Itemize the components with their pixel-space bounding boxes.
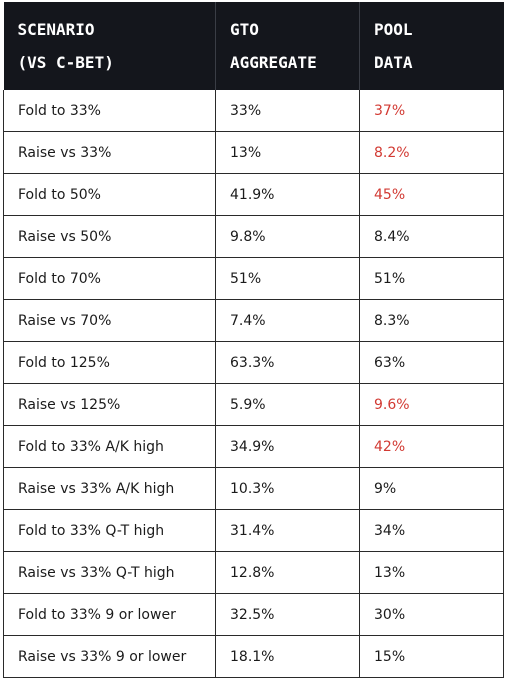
gto-cell: 33% <box>215 90 360 132</box>
pool-cell: 15% <box>359 635 504 678</box>
table-row: Raise vs 33% 13% 8.2% <box>3 131 504 174</box>
table-row: Raise vs 33% Q-T high 12.8% 13% <box>3 551 504 594</box>
scenario-cell: Fold to 33% <box>3 90 216 132</box>
scenario-cell: Raise vs 33% <box>3 131 216 174</box>
pool-cell: 9.6% <box>359 383 504 426</box>
gto-cell: 18.1% <box>215 635 360 678</box>
pool-cell: 8.2% <box>359 131 504 174</box>
table-row: Raise vs 125% 5.9% 9.6% <box>3 383 504 426</box>
scenario-cell: Raise vs 70% <box>3 299 216 342</box>
gto-cell: 51% <box>215 257 360 300</box>
pool-cell: 8.4% <box>359 215 504 258</box>
table-row: Fold to 50% 41.9% 45% <box>3 173 504 216</box>
header-scenario-line-1: SCENARIO <box>17 20 95 39</box>
pool-cell: 13% <box>359 551 504 594</box>
table-row: Raise vs 33% A/K high 10.3% 9% <box>3 467 504 510</box>
gto-cell: 34.9% <box>215 425 360 468</box>
pool-cell: 34% <box>359 509 504 552</box>
scenario-cell: Fold to 33% A/K high <box>3 425 216 468</box>
table-row: Fold to 33% 9 or lower 32.5% 30% <box>3 593 504 636</box>
header-gto-line-2: AGGREGATE <box>230 53 317 72</box>
header-pool-line-1: POOL <box>374 20 413 39</box>
header-row: SCENARIO (VS C-BET) GTO AGGREGATE POOL D… <box>3 2 504 90</box>
gto-cell: 41.9% <box>215 173 360 216</box>
table-header: SCENARIO (VS C-BET) GTO AGGREGATE POOL D… <box>3 2 504 90</box>
gto-cell: 31.4% <box>215 509 360 552</box>
scenario-cell: Fold to 125% <box>3 341 216 384</box>
table-row: Fold to 125% 63.3% 63% <box>3 341 504 384</box>
table-container: SCENARIO (VS C-BET) GTO AGGREGATE POOL D… <box>3 2 504 678</box>
header-pool: POOL DATA <box>359 2 504 90</box>
header-scenario: SCENARIO (VS C-BET) <box>3 2 216 90</box>
scenario-cell: Raise vs 50% <box>3 215 216 258</box>
data-table: SCENARIO (VS C-BET) GTO AGGREGATE POOL D… <box>3 2 504 678</box>
header-pool-line-2: DATA <box>374 53 413 72</box>
pool-cell: 63% <box>359 341 504 384</box>
gto-cell: 9.8% <box>215 215 360 258</box>
scenario-cell: Fold to 70% <box>3 257 216 300</box>
table-row: Raise vs 33% 9 or lower 18.1% 15% <box>3 635 504 678</box>
scenario-cell: Raise vs 33% Q-T high <box>3 551 216 594</box>
scenario-cell: Raise vs 125% <box>3 383 216 426</box>
table-body: Fold to 33% 33% 37% Raise vs 33% 13% 8.2% Fold… <box>3 90 504 678</box>
scenario-cell: Fold to 33% Q-T high <box>3 509 216 552</box>
pool-cell: 9% <box>359 467 504 510</box>
scenario-cell: Fold to 33% 9 or lower <box>3 593 216 636</box>
gto-cell: 63.3% <box>215 341 360 384</box>
table-row: Raise vs 50% 9.8% 8.4% <box>3 215 504 258</box>
gto-cell: 12.8% <box>215 551 360 594</box>
scenario-cell: Fold to 50% <box>3 173 216 216</box>
gto-cell: 5.9% <box>215 383 360 426</box>
scenario-cell: Raise vs 33% 9 or lower <box>3 635 216 678</box>
pool-cell: 51% <box>359 257 504 300</box>
header-scenario-line-2: (VS C-BET) <box>17 53 114 72</box>
pool-cell: 30% <box>359 593 504 636</box>
table-row: Fold to 33% 33% 37% <box>3 90 504 132</box>
gto-cell: 32.5% <box>215 593 360 636</box>
scenario-cell: Raise vs 33% A/K high <box>3 467 216 510</box>
table-row: Fold to 70% 51% 51% <box>3 257 504 300</box>
table-row: Raise vs 70% 7.4% 8.3% <box>3 299 504 342</box>
gto-cell: 10.3% <box>215 467 360 510</box>
gto-cell: 13% <box>215 131 360 174</box>
pool-cell: 8.3% <box>359 299 504 342</box>
header-gto-line-1: GTO <box>230 20 259 39</box>
gto-cell: 7.4% <box>215 299 360 342</box>
table-row: Fold to 33% A/K high 34.9% 42% <box>3 425 504 468</box>
table-row: Fold to 33% Q-T high 31.4% 34% <box>3 509 504 552</box>
pool-cell: 42% <box>359 425 504 468</box>
pool-cell: 37% <box>359 90 504 132</box>
header-gto: GTO AGGREGATE <box>215 2 360 90</box>
pool-cell: 45% <box>359 173 504 216</box>
